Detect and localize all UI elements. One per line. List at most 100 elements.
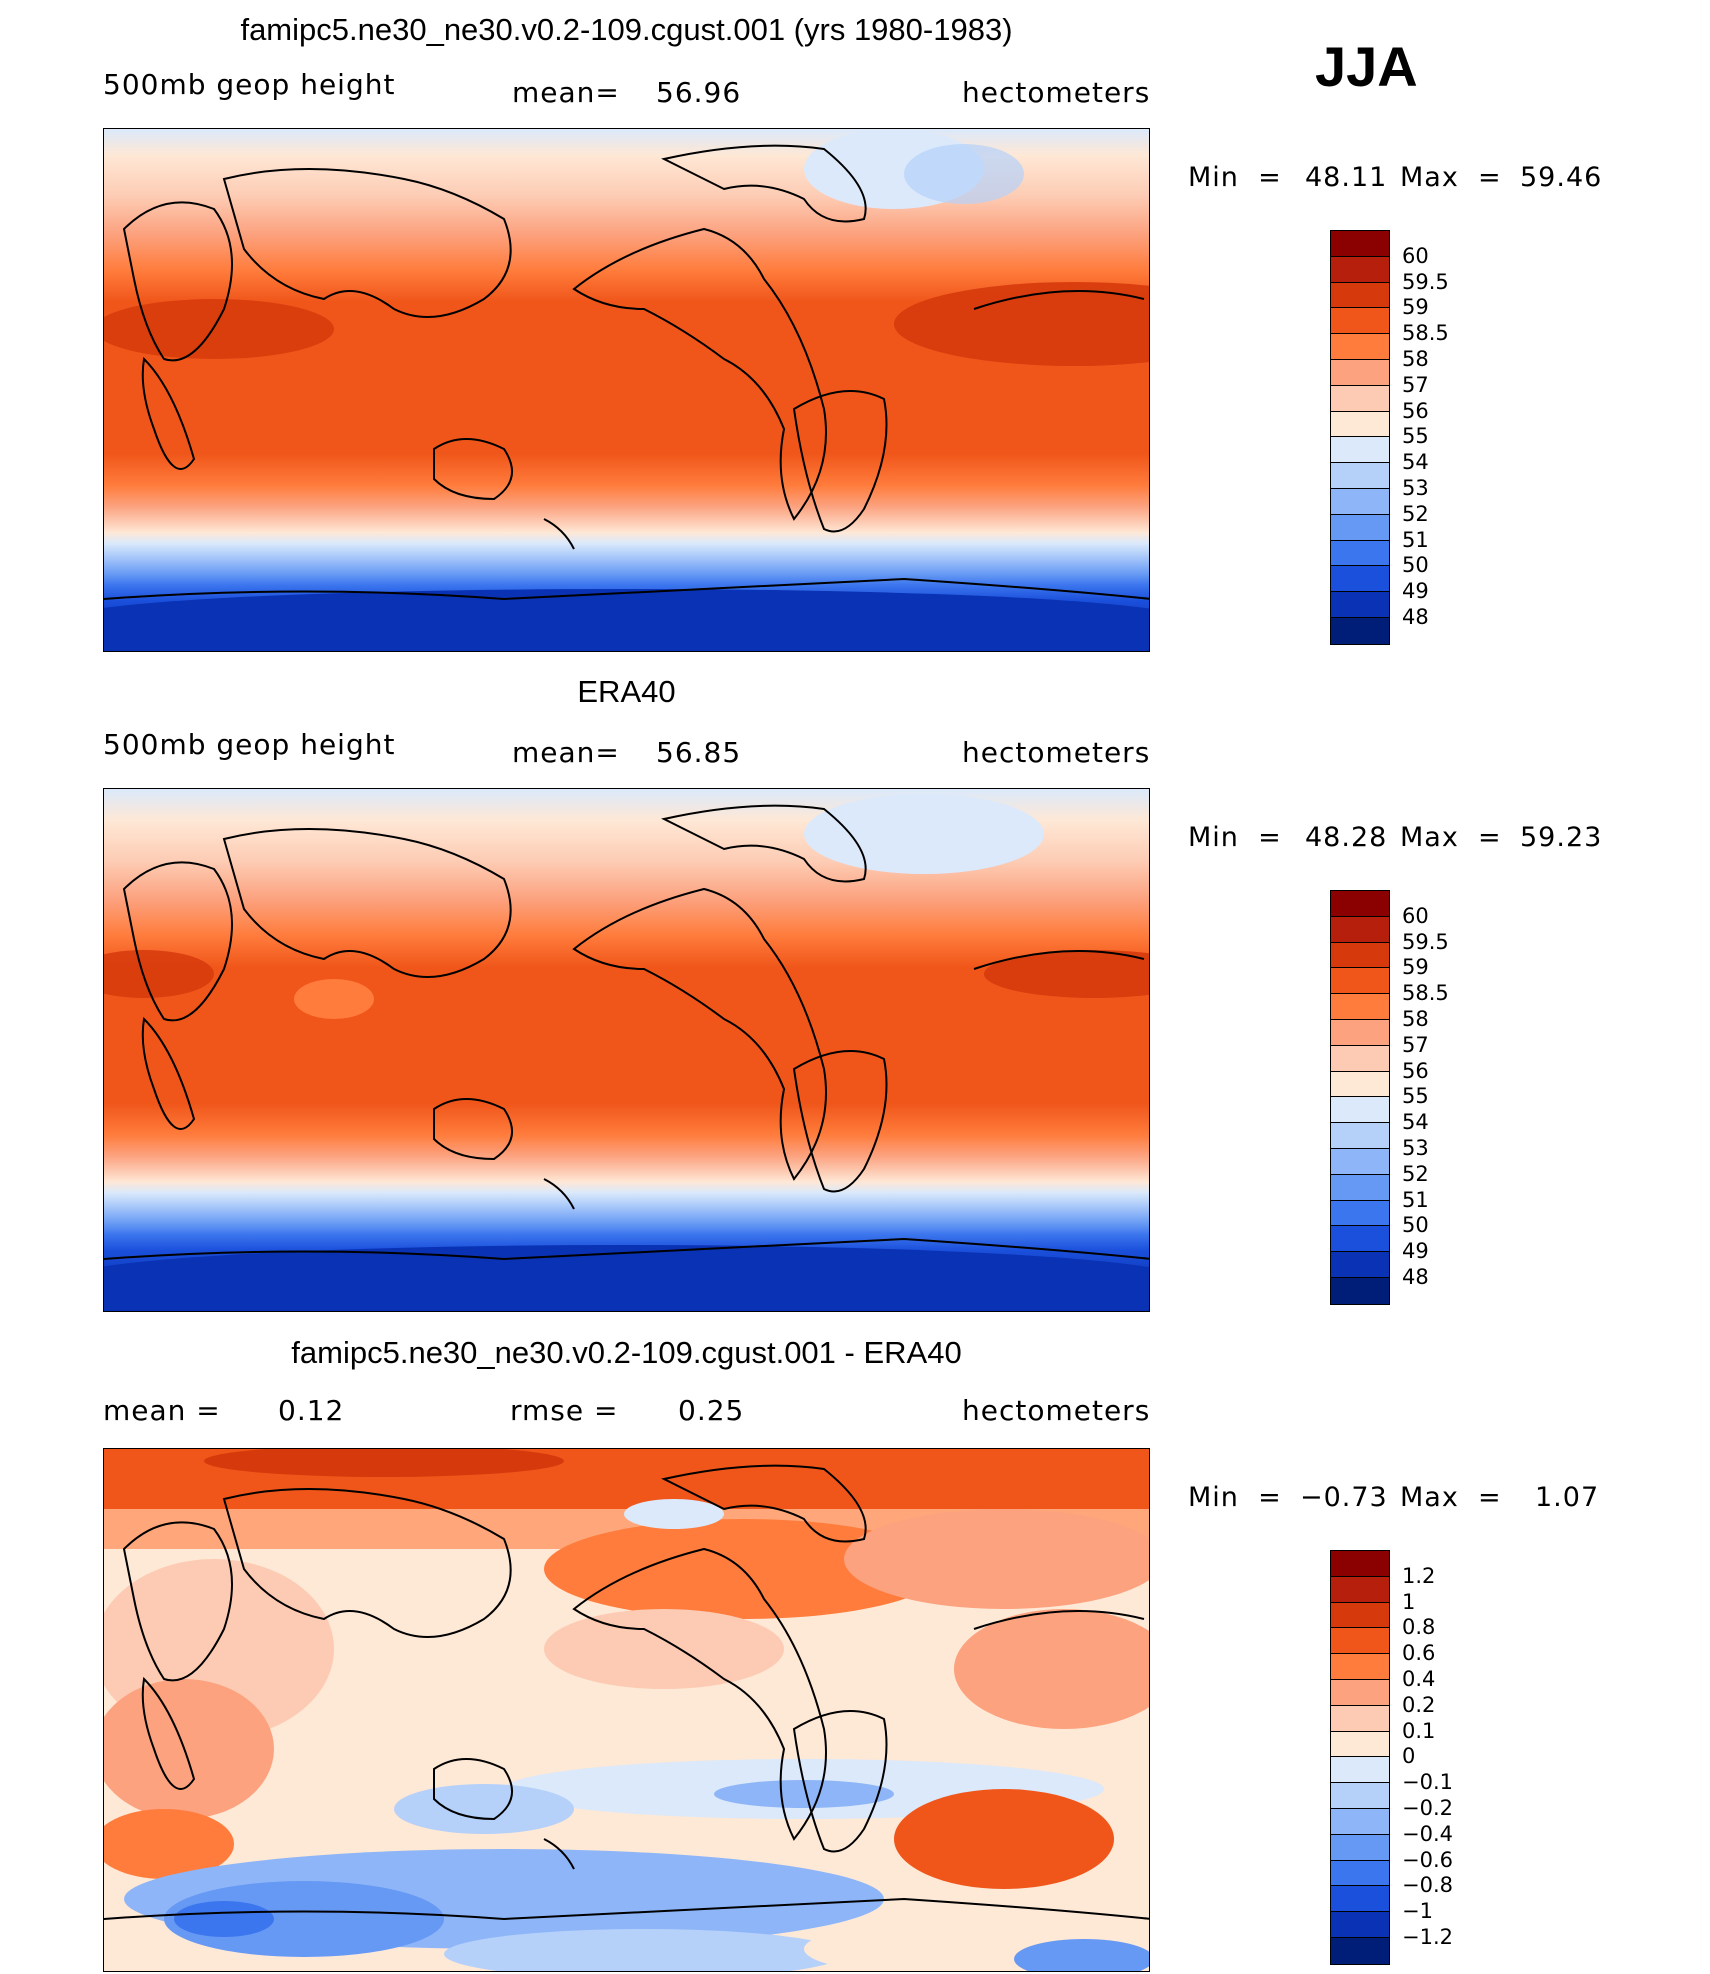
panel-3-colorbar-swatch xyxy=(1331,1783,1389,1809)
panel-1-colorbar-swatch xyxy=(1331,334,1389,360)
panel-1-contour-map xyxy=(104,129,1149,651)
panel-1-colorbar-tick-label: 52 xyxy=(1402,501,1429,526)
panel-3-colorbar-tick-label: −1.2 xyxy=(1402,1925,1453,1949)
panel-3-colorbar-swatch xyxy=(1331,1551,1389,1577)
panel-1-colorbar-swatch xyxy=(1331,411,1389,438)
panel-3-units: hectometers xyxy=(962,1394,1151,1427)
panel-3-colorbar-tick-label: 0 xyxy=(1402,1744,1416,1769)
panel-3-colorbar-tick-label: −1 xyxy=(1402,1899,1433,1924)
panel-3-colorbar-tick-label: −0.4 xyxy=(1402,1821,1453,1846)
panel-1-colorbar-tick-label: 57 xyxy=(1402,372,1429,397)
panel-2-colorbar-tick-label: 48 xyxy=(1402,1265,1429,1289)
panel-2-colorbar-tick-label: 50 xyxy=(1402,1213,1429,1238)
panel-1-colorbar-swatch xyxy=(1331,592,1389,618)
panel-3-map xyxy=(103,1448,1150,1972)
panel-2-colorbar-tick-label: 53 xyxy=(1402,1136,1429,1160)
panel-1-colorbar: 60 59.5 59 58.5 58 57 56 55 54 53 52 51 50 49 48 xyxy=(1330,230,1449,645)
panel-3-coastlines xyxy=(104,1464,1149,1921)
panel-3-colorbar-tick-label: 0.8 xyxy=(1402,1615,1436,1640)
panel-2-variable-label: 500mb geop height xyxy=(103,728,396,761)
panel-2-colorbar-tick-label: 58.5 xyxy=(1402,981,1449,1006)
panel-3-mean-value: 0.12 xyxy=(278,1394,345,1427)
panel-2-colorbar-tick-label: 60 xyxy=(1402,903,1429,928)
panel-1-colorbar-tick-label: 58 xyxy=(1402,347,1429,371)
panel-2-coastlines xyxy=(104,804,1149,1261)
panel-3-colorbar-swatch xyxy=(1331,1937,1389,1964)
panel-1-coastlines xyxy=(104,144,1149,601)
panel-1-colorbar-swatch xyxy=(1331,514,1389,541)
panel-3-colorbar-swatch xyxy=(1331,1731,1389,1758)
panel-3-mean-label: mean = xyxy=(103,1394,221,1427)
panel-2-colorbar-swatch xyxy=(1331,1226,1389,1253)
panel-1-min-value: 48.11 xyxy=(1305,162,1388,193)
panel-1-colorbar-tick-label: 51 xyxy=(1402,527,1429,552)
panel-1-colorbar-swatch xyxy=(1331,359,1389,386)
panel-2-colorbar-swatches xyxy=(1330,890,1390,1305)
panel-2-colorbar-tick-label: 55 xyxy=(1402,1084,1429,1109)
panel-1-colorbar-swatch xyxy=(1331,282,1389,309)
panel-2-colorbar-swatch xyxy=(1331,942,1389,969)
panel-2-colorbar-tick-label: 51 xyxy=(1402,1187,1429,1212)
season-label: JJA xyxy=(1315,35,1418,98)
panel-2-colorbar-swatch xyxy=(1331,916,1389,943)
panel-1-colorbar-swatches xyxy=(1330,230,1390,645)
panel-1-colorbar-swatch xyxy=(1331,540,1389,567)
panel-2-colorbar-swatch xyxy=(1331,1019,1389,1046)
panel-2-min-label: Min = xyxy=(1188,822,1282,853)
panel-1-colorbar-tick-label: 60 xyxy=(1402,243,1429,268)
panel-2-colorbar-tick-label: 59.5 xyxy=(1402,929,1449,954)
panel-3-min-value: −0.73 xyxy=(1300,1482,1388,1513)
panel-3-colorbar: 1.2 1 0.8 0.6 0.4 0.2 0.1 0 −0.1 −0.2 −0.4 −0.6 −0.8… xyxy=(1330,1550,1453,1965)
panel-1-colorbar-swatch xyxy=(1331,308,1389,335)
panel-1-colorbar-swatch xyxy=(1331,488,1389,515)
panel-1-colorbar-tick-label: 54 xyxy=(1402,450,1429,475)
panel-2-colorbar-tick-label: 52 xyxy=(1402,1161,1429,1186)
panel-2-title: ERA40 xyxy=(577,674,676,709)
panel-3-colorbar-tick-label: 1.2 xyxy=(1402,1563,1436,1588)
panel-2-colorbar-swatch xyxy=(1331,994,1389,1020)
panel-3-colorbar-tick-label: −0.6 xyxy=(1402,1847,1453,1872)
panel-3-colorbar-tick-label: −0.8 xyxy=(1402,1873,1453,1898)
panel-3-colorbar-swatch xyxy=(1331,1808,1389,1835)
panel-2-colorbar-swatch xyxy=(1331,1148,1389,1175)
panel-1-colorbar-tick-label: 59.5 xyxy=(1402,269,1449,294)
panel-2-colorbar-tick-label: 58 xyxy=(1402,1007,1429,1031)
panel-3-colorbar-swatch xyxy=(1331,1602,1389,1629)
panel-3-colorbar-tick-label: 0.4 xyxy=(1402,1667,1436,1691)
panel-1-min-label: Min = xyxy=(1188,162,1282,193)
panel-2-colorbar: 60 59.5 59 58.5 58 57 56 55 54 53 52 51 50 49 48 xyxy=(1330,890,1449,1305)
panel-1-colorbar-tick-label: 58.5 xyxy=(1402,321,1449,346)
panel-1-title: famipc5.ne30_ne30.v0.2-109.cgust.001 (yr… xyxy=(240,12,1013,47)
panel-2-colorbar-tick-label: 56 xyxy=(1402,1058,1429,1083)
panel-1-colorbar-tick-label: 53 xyxy=(1402,476,1429,500)
panel-1-colorbar-tick-label: 59 xyxy=(1402,295,1429,320)
panel-2-mean-value: 56.85 xyxy=(656,736,742,769)
panel-3-contour-map xyxy=(104,1449,1149,1971)
panel-2-colorbar-swatch xyxy=(1331,1071,1389,1098)
panel-1-units: hectometers xyxy=(962,76,1151,109)
panel-3-colorbar-swatch xyxy=(1331,1886,1389,1913)
panel-1-mean-value: 56.96 xyxy=(656,76,742,109)
panel-3-max-label: Max = xyxy=(1400,1482,1502,1513)
panel-1-max-value: 59.46 xyxy=(1520,162,1603,193)
panel-3-colorbar-swatch xyxy=(1331,1860,1389,1887)
panel-2-max-value: 59.23 xyxy=(1520,822,1603,853)
panel-3-colorbar-swatches xyxy=(1330,1550,1390,1965)
panel-3-max-value: 1.07 xyxy=(1535,1482,1600,1513)
panel-3-colorbar-swatch xyxy=(1331,1834,1389,1861)
panel-2-units: hectometers xyxy=(962,736,1151,769)
panel-3-colorbar-tick-label: −0.1 xyxy=(1402,1770,1453,1795)
panel-1-max-label: Max = xyxy=(1400,162,1502,193)
panel-3-rmse-value: 0.25 xyxy=(678,1394,745,1427)
panel-1-variable-label: 500mb geop height xyxy=(103,68,396,101)
panel-1-colorbar-swatch xyxy=(1331,437,1389,464)
panel-2-contour-map xyxy=(104,789,1149,1311)
panel-2-colorbar-swatch xyxy=(1331,891,1389,917)
panel-1-colorbar-tick-label: 50 xyxy=(1402,553,1429,578)
panel-1-colorbar-swatch xyxy=(1331,617,1389,644)
panel-2-colorbar-swatch xyxy=(1331,1200,1389,1227)
panel-2-colorbar-tick-label: 54 xyxy=(1402,1110,1429,1135)
panel-3-colorbar-tick-label: 0.2 xyxy=(1402,1692,1436,1717)
panel-3-colorbar-tick-label: 1 xyxy=(1402,1589,1416,1614)
panel-1-mean-label: mean= xyxy=(512,76,620,109)
